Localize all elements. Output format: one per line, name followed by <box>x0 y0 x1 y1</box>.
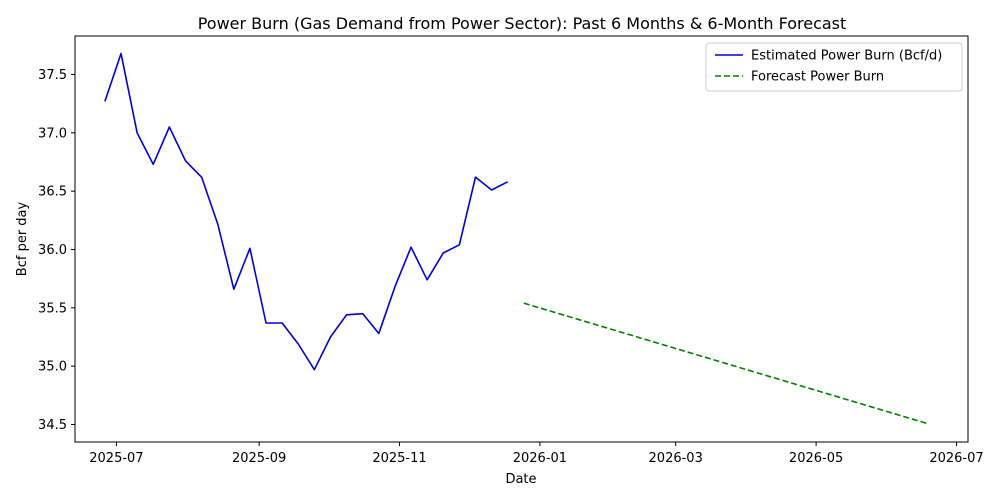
chart-title: Power Burn (Gas Demand from Power Sector… <box>198 14 847 33</box>
y-tick-label: 36.0 <box>38 243 67 258</box>
x-tick-label: 2026-07 <box>929 451 983 466</box>
y-tick-label: 37.5 <box>38 68 67 83</box>
x-tick-label: 2025-09 <box>232 451 286 466</box>
series-lines <box>104 52 927 425</box>
y-axis: 34.5 35.0 35.5 36.0 36.5 37.0 37.5 <box>38 68 75 433</box>
x-tick-label: 2026-03 <box>649 451 703 466</box>
x-axis: 2025-07 2025-09 2025-11 2026-01 2026-03 2026-… <box>89 442 984 466</box>
legend-label-1: Forecast Power Burn <box>751 70 884 85</box>
x-tick-label: 2026-01 <box>513 451 567 466</box>
y-tick-label: 37.0 <box>38 126 67 141</box>
series-line-1 <box>523 302 927 425</box>
legend-label-0: Estimated Power Burn (Bcf/d) <box>751 49 942 64</box>
plot-area-frame <box>74 35 969 443</box>
series-line-0 <box>104 52 509 371</box>
y-tick-label: 34.5 <box>38 418 67 433</box>
legend: Estimated Power Burn (Bcf/d) Forecast Pow… <box>705 42 963 92</box>
y-tick-label: 36.5 <box>38 185 67 200</box>
x-tick-label: 2026-05 <box>789 451 843 466</box>
y-axis-label: Bcf per day <box>15 201 30 276</box>
y-tick-label: 35.5 <box>38 301 67 316</box>
legend-box <box>705 42 963 92</box>
x-tick-label: 2025-07 <box>89 451 143 466</box>
x-tick-label: 2025-11 <box>372 451 426 466</box>
x-axis-label: Date <box>505 472 536 487</box>
y-tick-label: 35.0 <box>38 360 67 375</box>
